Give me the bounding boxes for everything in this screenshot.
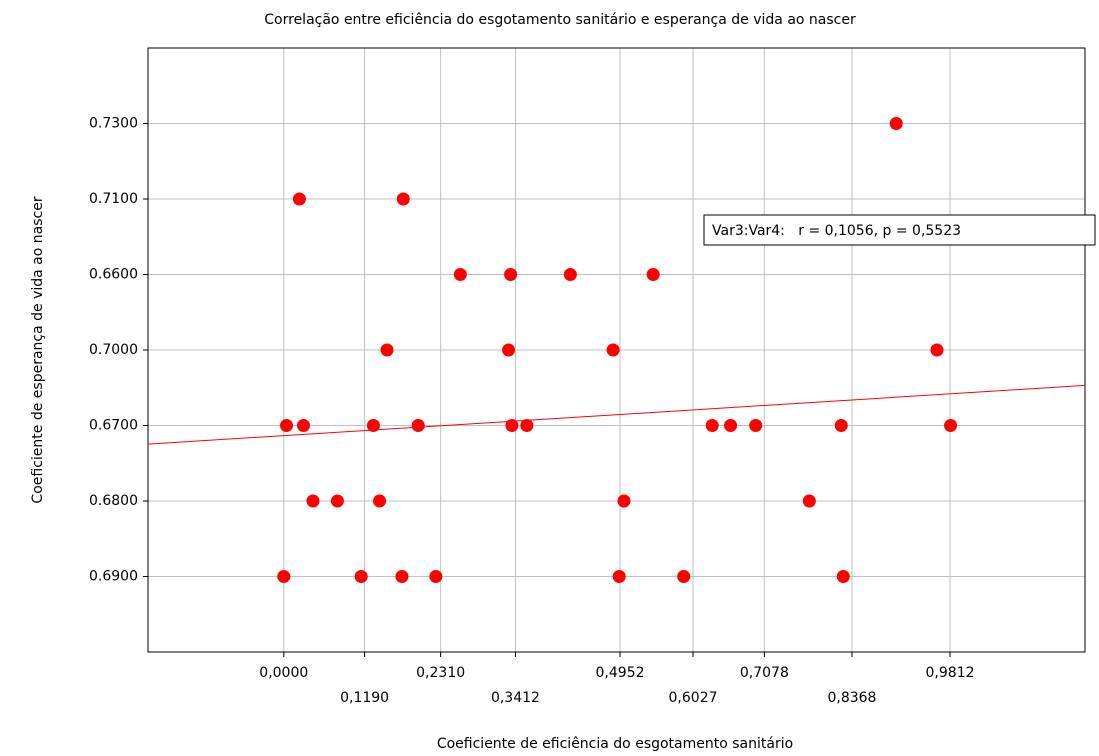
y-tick-label: 0.6900 [89, 569, 138, 585]
point [296, 419, 310, 432]
point [395, 570, 409, 583]
point [563, 268, 577, 281]
point [453, 268, 467, 281]
point [930, 343, 944, 357]
x-tick-label: 0,9812 [926, 665, 975, 681]
x-tick-label: 0,1190 [340, 690, 389, 706]
y-tick-label: 0.7100 [89, 191, 138, 207]
point [280, 419, 294, 432]
x-tick-label: 0,7078 [740, 665, 789, 681]
point [802, 494, 816, 508]
x-tick-label: 0,4952 [596, 665, 645, 681]
chart-title: Correlação entre eficiência do esgotamen… [264, 12, 856, 28]
point [724, 419, 738, 432]
x-axis-label: Coeficiente de eficiência do esgotamento… [437, 736, 793, 752]
trend-line [147, 384, 1086, 445]
point [749, 419, 763, 432]
point [505, 419, 519, 432]
point [380, 343, 394, 357]
point [354, 570, 368, 583]
point [612, 570, 626, 583]
y-tick-label: 0.7300 [89, 116, 138, 132]
point [330, 494, 344, 508]
plot-frame [147, 47, 1086, 653]
point [292, 192, 306, 206]
point [677, 570, 691, 583]
x-tick-label: 0,6027 [669, 690, 718, 706]
point [411, 419, 425, 432]
point [396, 192, 410, 206]
point [705, 419, 719, 432]
x-tick-label: 0,2310 [416, 665, 465, 681]
y-tick-label: 0.6700 [89, 418, 138, 434]
point [277, 570, 291, 583]
point [834, 419, 848, 432]
x-tick-label: 0,8368 [827, 690, 876, 706]
y-tick-label: 0.6800 [89, 493, 138, 509]
point [836, 570, 850, 583]
point [366, 419, 380, 432]
point [646, 268, 660, 281]
point [306, 494, 320, 508]
y-axis-label: Coeficiente de esperança de vida ao nasc… [30, 196, 46, 503]
point [502, 343, 516, 357]
annotation: Var3:Var4: r = 0,1056, p = 0,5523 [712, 223, 961, 239]
x-tick-label: 0,3412 [491, 690, 540, 706]
point [617, 494, 631, 508]
annotation-box [703, 214, 1096, 246]
point [606, 343, 620, 357]
point [944, 419, 958, 432]
point [373, 494, 387, 508]
point [429, 570, 443, 583]
point [520, 419, 534, 432]
point [889, 117, 903, 130]
y-tick-label: 0.6600 [89, 267, 138, 283]
y-tick-label: 0.7000 [89, 342, 138, 358]
point [504, 268, 518, 281]
x-tick-label: 0,0000 [259, 665, 308, 681]
